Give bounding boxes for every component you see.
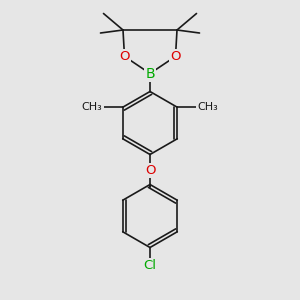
Text: O: O [119,50,130,63]
Text: Cl: Cl [143,259,157,272]
Text: CH₃: CH₃ [82,102,103,112]
Text: O: O [170,50,181,63]
Text: B: B [145,67,155,80]
Text: O: O [145,164,155,177]
Text: CH₃: CH₃ [197,102,218,112]
